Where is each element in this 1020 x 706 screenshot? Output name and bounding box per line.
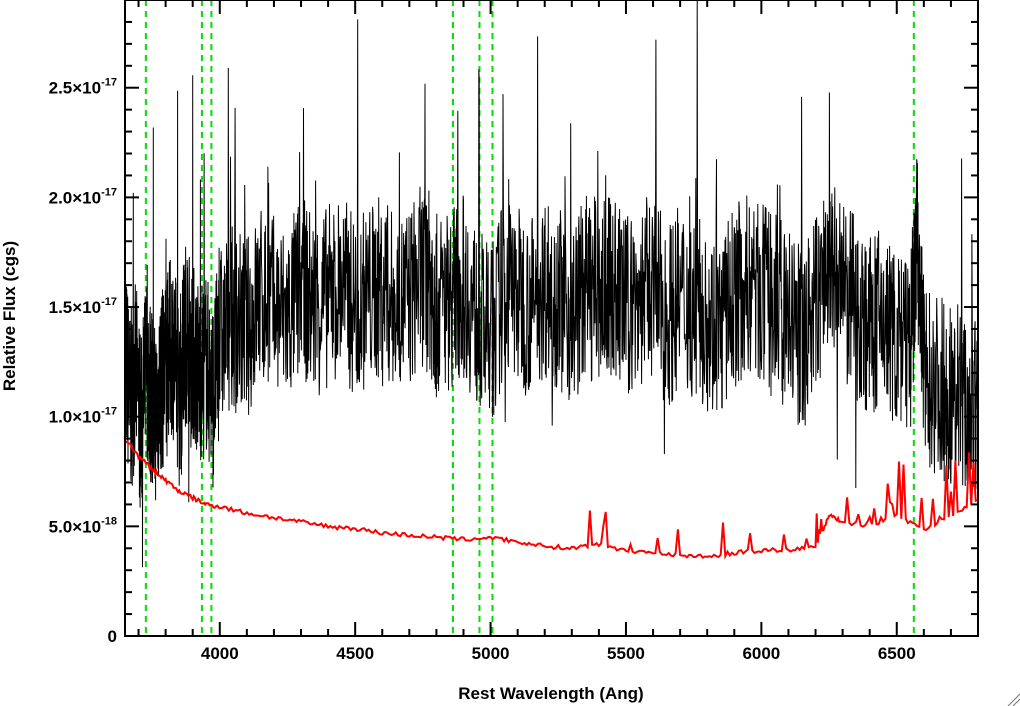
x-axis-ticks: 4000 4500 5000 5500 6000 6500: [137, 0, 979, 663]
y-tick-label: 2.5×10-17: [49, 77, 117, 98]
y-tick-label: 5.0×10-18: [49, 515, 117, 536]
resize-grip-icon[interactable]: [1007, 693, 1020, 706]
x-tick-label: 5000: [472, 644, 510, 663]
y-tick-label: 0: [108, 627, 117, 646]
x-axis-title: Rest Wavelength (Ang): [458, 684, 643, 703]
axes: [124, 0, 979, 637]
x-tick-label: 4000: [201, 644, 239, 663]
y-tick-label: 1.0×10-17: [49, 406, 117, 427]
series-0-line: [125, 0, 978, 568]
x-tick-label: 6500: [878, 644, 916, 663]
plot-frame: [124, 0, 979, 637]
x-tick-label: 4500: [336, 644, 374, 663]
y-tick-label: 1.5×10-17: [49, 296, 117, 317]
series-group: [125, 0, 978, 568]
y-tick-label: 2.0×10-17: [49, 186, 117, 207]
y-axis-ticks: 0 5.0×10-18 1.0×10-17 1.5×10-17 2.0×10-17 2.5…: [49, 0, 978, 646]
series-1-line: [125, 439, 978, 560]
x-tick-label: 6000: [742, 644, 780, 663]
y-axis-title: Relative Flux (cgs): [0, 241, 19, 391]
emission-line-markers: [144, 0, 915, 636]
x-tick-label: 5500: [607, 644, 645, 663]
